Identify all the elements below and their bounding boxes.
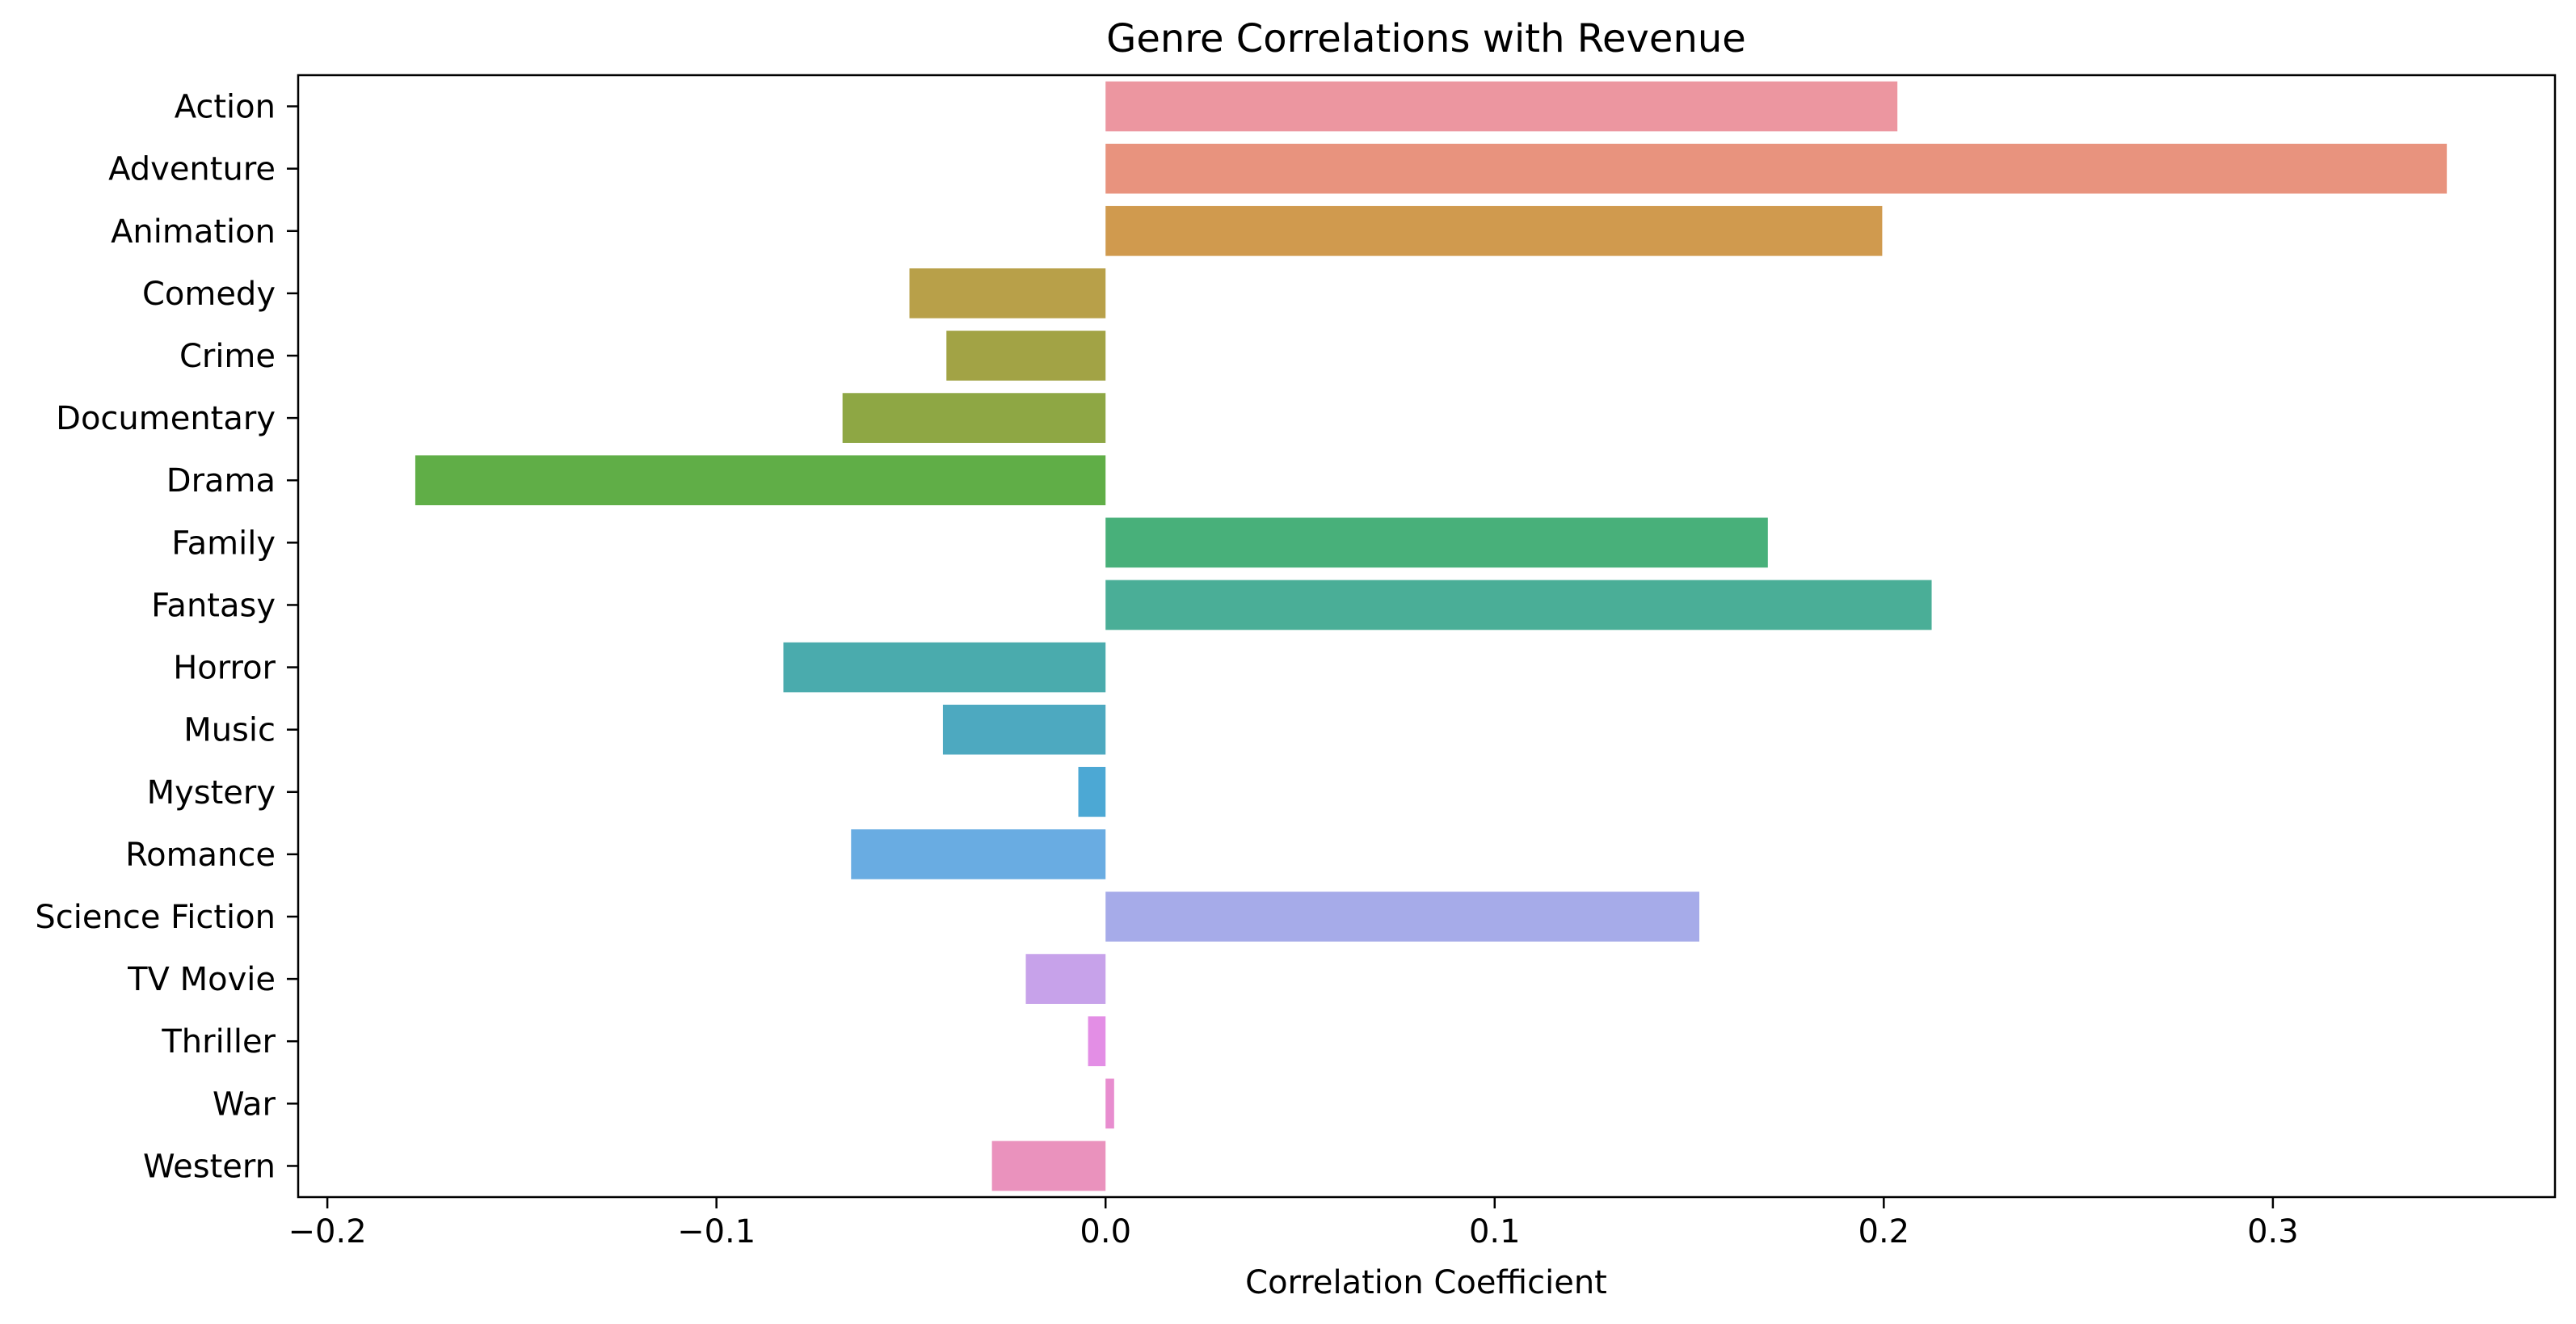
- y-tick-label: Documentary: [56, 400, 276, 437]
- x-tick-label: 0.2: [1858, 1213, 1910, 1250]
- y-tick-label: War: [213, 1086, 276, 1123]
- y-tick-label: Family: [171, 525, 276, 562]
- plot-frame: [297, 74, 2557, 1199]
- y-tick-label: Science Fiction: [35, 899, 276, 936]
- bar-drama: [415, 455, 1106, 506]
- y-tick-label: Western: [143, 1148, 276, 1185]
- y-tick-label: Action: [175, 89, 276, 126]
- y-tick-label: Thriller: [161, 1023, 276, 1060]
- bar-science-fiction: [1105, 892, 1700, 942]
- y-tick-label: Music: [183, 712, 276, 749]
- bar-comedy: [909, 268, 1106, 318]
- x-axis: −0.2 −0.1 0.0 0.1 0.2 0.3: [288, 1197, 2299, 1250]
- bar-adventure: [1105, 143, 2448, 194]
- bar-music: [942, 704, 1106, 755]
- y-tick-label: Comedy: [142, 276, 276, 313]
- bar-western: [991, 1141, 1106, 1191]
- bar-thriller: [1088, 1016, 1106, 1067]
- y-tick-label: Fantasy: [151, 587, 276, 624]
- bars-layer: [415, 81, 2448, 1191]
- y-tick-label: Romance: [125, 837, 276, 874]
- x-tick-label: 0.1: [1469, 1213, 1521, 1250]
- y-tick-label: Adventure: [108, 151, 276, 188]
- bar-documentary: [842, 393, 1106, 443]
- bar-mystery: [1078, 766, 1106, 817]
- bar-crime: [946, 331, 1106, 381]
- x-tick-label: 0.3: [2247, 1213, 2299, 1250]
- y-tick-label: Mystery: [147, 774, 276, 812]
- x-tick-label: 0.0: [1080, 1213, 1131, 1250]
- chart-title: Genre Correlations with Revenue: [1106, 16, 1746, 61]
- y-tick-label: Drama: [166, 462, 276, 500]
- bar-tv-movie: [1025, 954, 1106, 1004]
- x-tick-label: −0.2: [288, 1213, 367, 1250]
- bar-war: [1105, 1078, 1114, 1129]
- x-tick-label: −0.1: [677, 1213, 756, 1250]
- y-tick-label: Crime: [179, 338, 276, 375]
- y-tick-label: TV Movie: [127, 961, 276, 998]
- y-axis: Action Adventure Animation Comedy Crime Docum…: [35, 89, 298, 1185]
- bar-animation: [1105, 205, 1883, 256]
- bar-romance: [851, 829, 1106, 879]
- bar-family: [1105, 517, 1768, 568]
- bar-action: [1105, 81, 1898, 132]
- y-tick-label: Animation: [111, 213, 276, 251]
- x-axis-label: Correlation Coefficient: [1245, 1264, 1607, 1301]
- bar-fantasy: [1105, 580, 1932, 630]
- y-tick-label: Horror: [173, 650, 276, 687]
- bar-horror: [783, 642, 1106, 693]
